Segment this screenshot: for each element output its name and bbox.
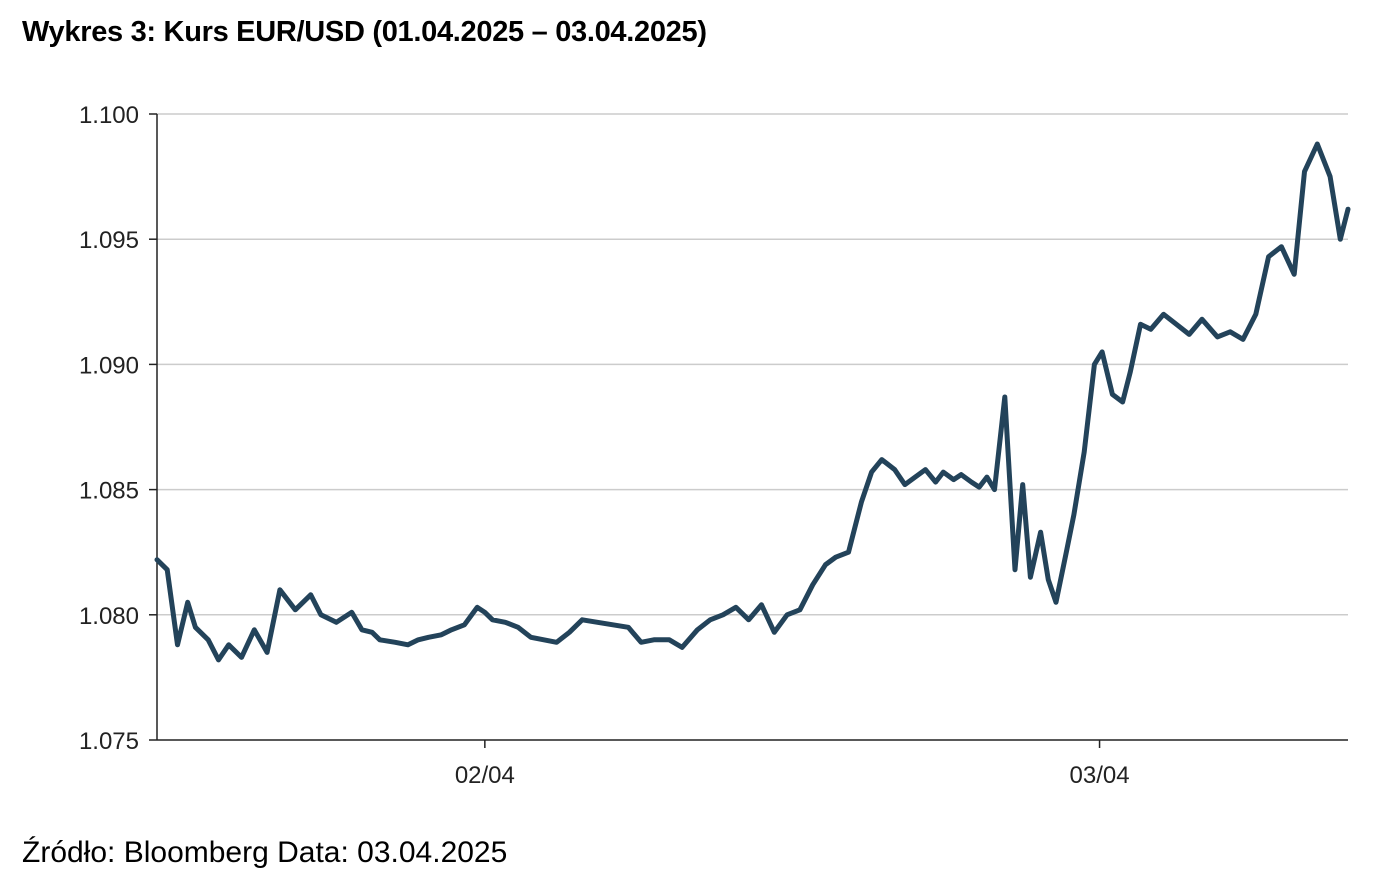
x-tick-label: 02/04 <box>455 762 515 789</box>
gridlines <box>157 113 1348 616</box>
x-axis: 02/04 03/04 <box>156 114 1348 789</box>
y-tick-label: 1.095 <box>79 227 139 254</box>
source-note: Źródło: Bloomberg Data: 03.04.2025 <box>22 836 508 869</box>
y-tick-label: 1.090 <box>79 352 139 379</box>
series-group <box>154 141 1351 663</box>
chart-title: Wykres 3: Kurs EUR/USD (01.04.2025 – 03.… <box>22 16 707 48</box>
x-tick-label: 03/04 <box>1070 762 1130 789</box>
y-tick-label: 1.075 <box>79 728 139 755</box>
y-tick-label: 1.085 <box>79 478 139 505</box>
y-tick-label: 1.100 <box>79 102 139 129</box>
series-line-eurusd <box>154 141 1351 663</box>
y-tick-label: 1.080 <box>79 603 139 630</box>
y-axis-ticks: 1.100 1.095 1.090 1.085 1.080 1.075 <box>79 102 157 755</box>
